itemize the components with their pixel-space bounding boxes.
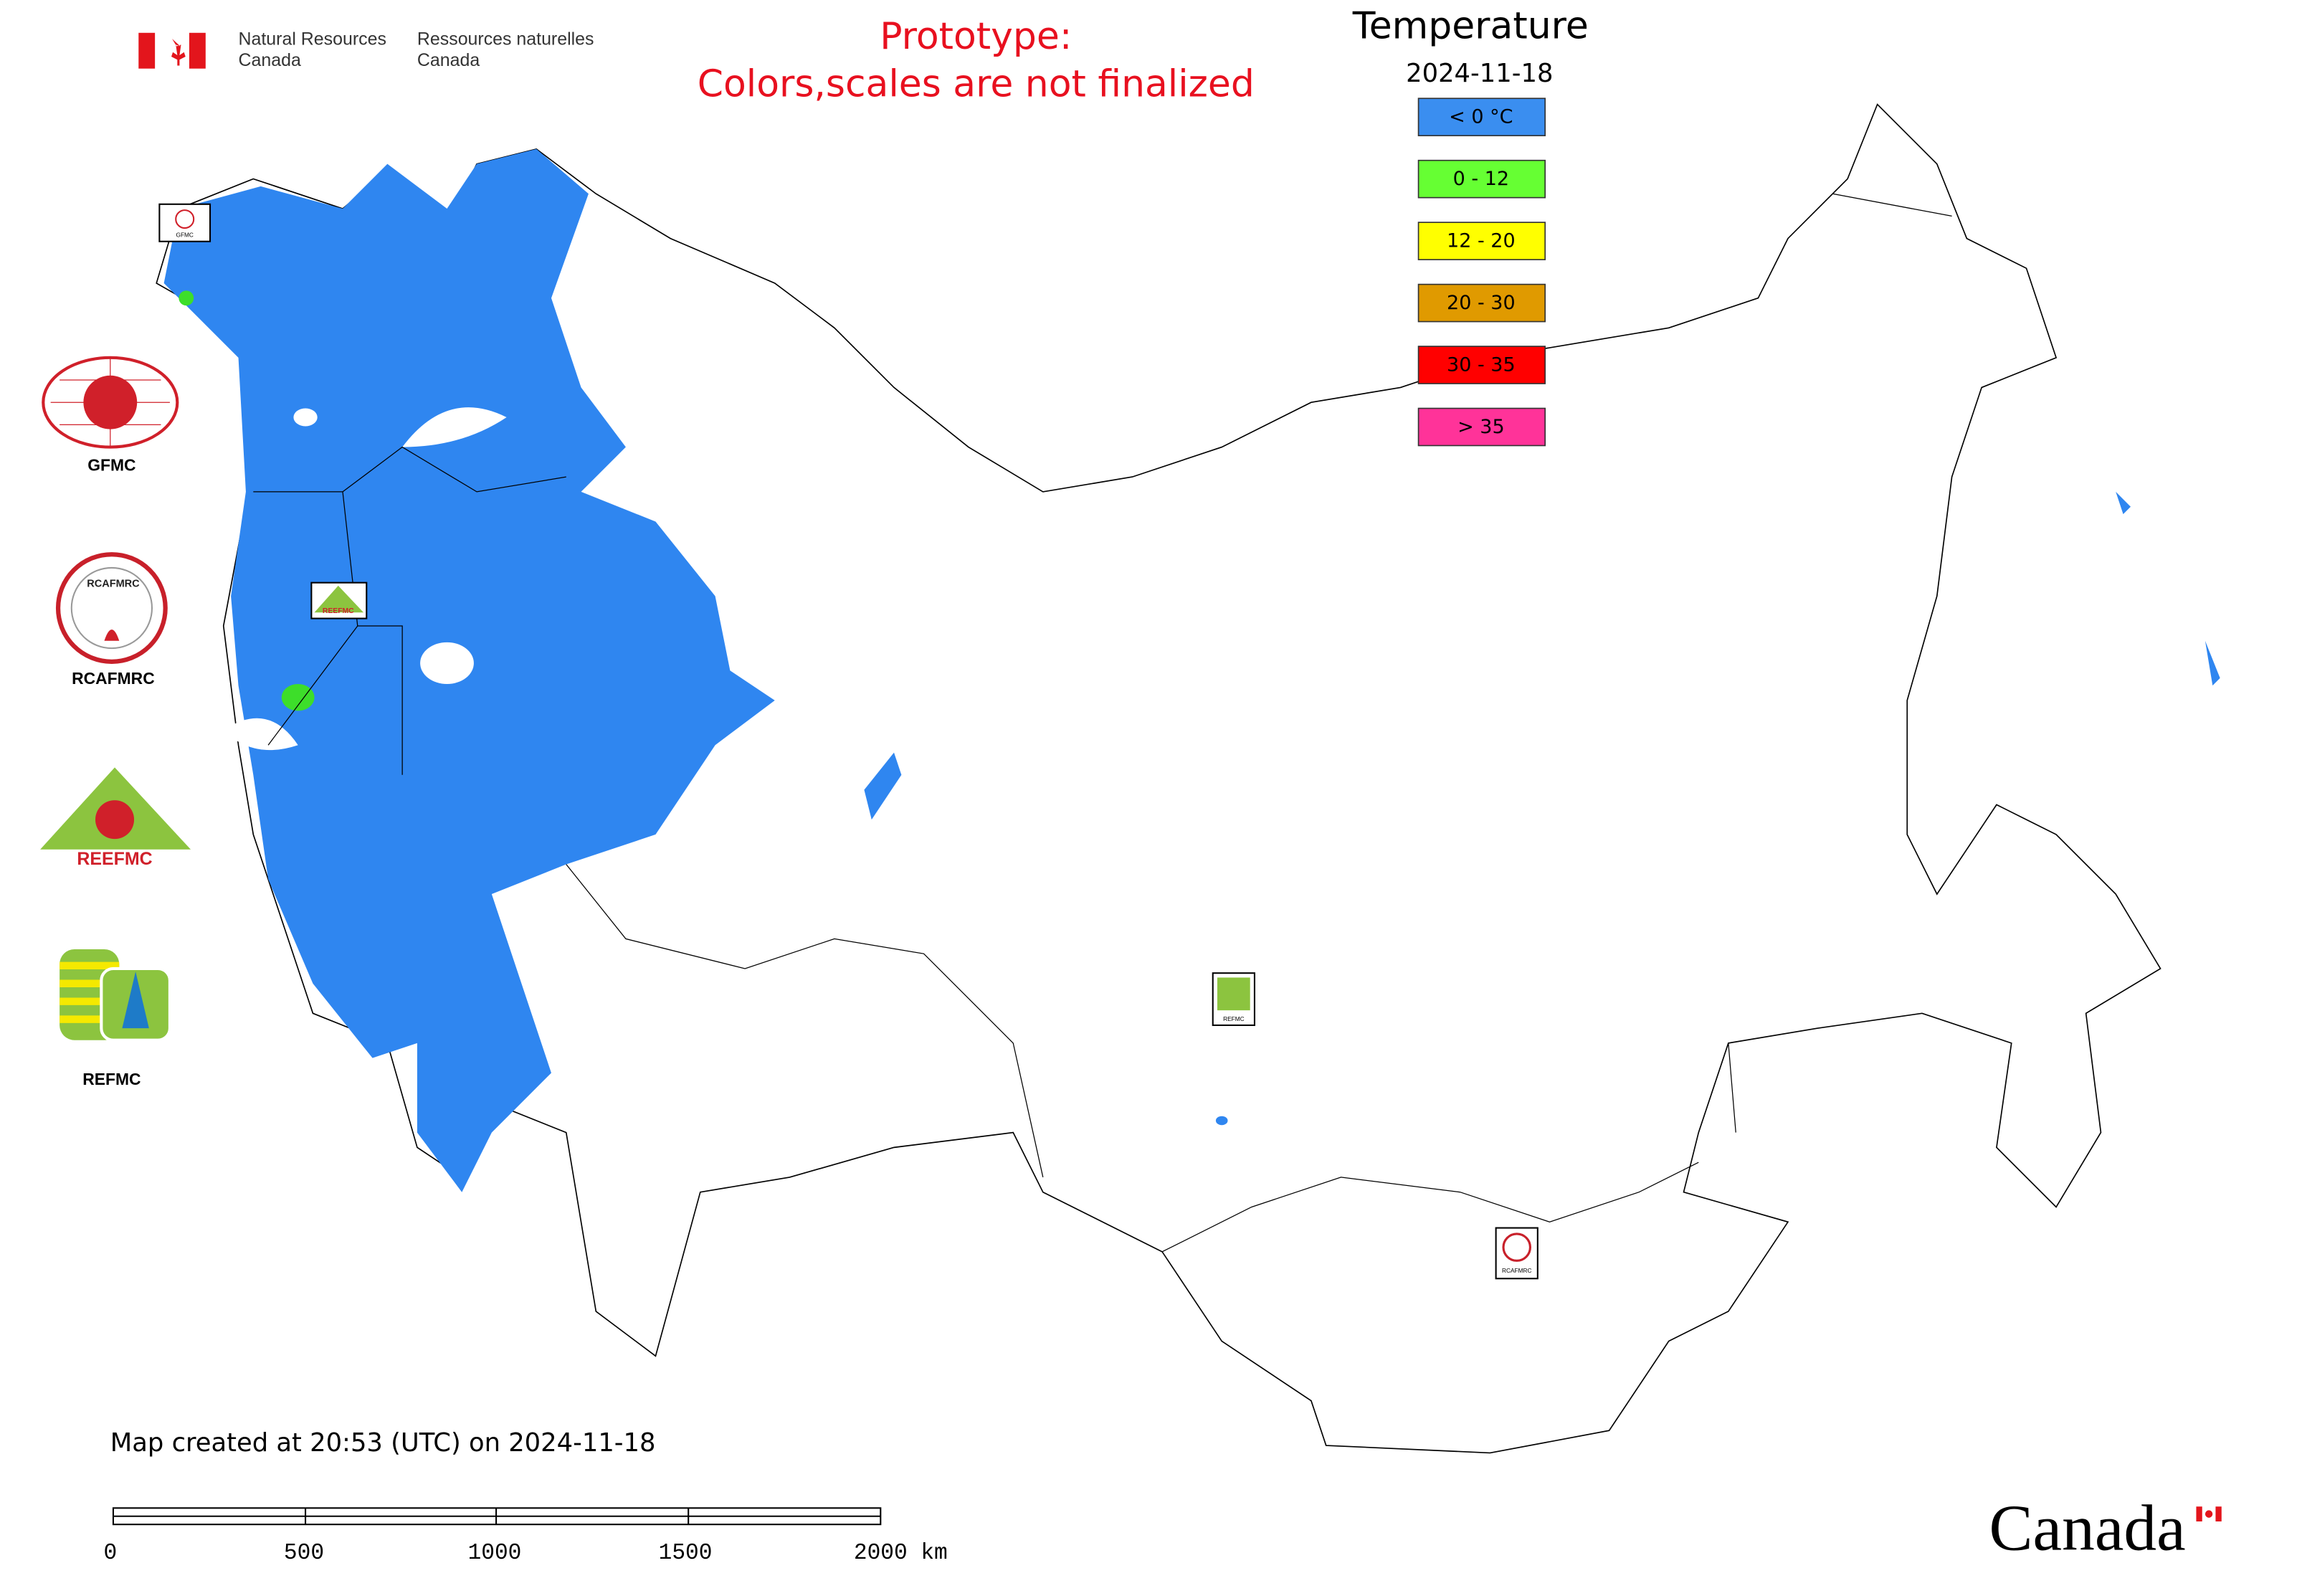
wordmark: Canada <box>1989 1492 2186 1564</box>
land-outline <box>156 103 2161 1454</box>
map-area <box>156 103 2220 1454</box>
svg-text:RCAFMRC: RCAFMRC <box>87 579 140 590</box>
legend-label: 12 - 20 <box>1447 230 1516 252</box>
marker-label: GFMC <box>176 232 193 239</box>
legend-label: 20 - 30 <box>1447 292 1516 314</box>
legend-swatch <box>1417 407 1546 447</box>
legend-title: Temperature <box>1352 5 1589 48</box>
marker-refmc: REFMC <box>1212 972 1255 1026</box>
legend-label: 0 - 12 <box>1453 168 1509 190</box>
logo-rcafmrc: RCAFMRC RCAFMRC <box>55 552 168 688</box>
legend-swatch <box>1417 98 1546 137</box>
marker-gfmc: GFMC <box>158 203 211 242</box>
logo-label: RCAFMRC <box>72 669 155 688</box>
logo-label: GFMC <box>87 456 135 475</box>
scale-label: 500 <box>284 1541 324 1566</box>
legend-label: 30 - 35 <box>1447 354 1516 376</box>
legend-date: 2024-11-18 <box>1406 59 1553 88</box>
legend-swatch <box>1417 346 1546 384</box>
marker-rcafmrc: RCAFMRC <box>1495 1227 1538 1280</box>
marker-label: REEFMC <box>323 607 354 615</box>
marker-label: RCAFMRC <box>1502 1267 1531 1274</box>
agency-fr: Canada <box>417 50 480 70</box>
legend-label: > 35 <box>1457 416 1505 438</box>
marker-label: REFMC <box>1223 1015 1245 1022</box>
legend: Temperature 2024-11-18 < 0 °C 0 - 12 12 - … <box>1352 5 1589 447</box>
logo-label: REFMC <box>82 1070 141 1088</box>
legend-swatch <box>1417 159 1546 199</box>
borders <box>253 193 1952 1253</box>
legend-swatch <box>1417 222 1546 260</box>
logo-reefmc: REEFMC <box>40 767 191 869</box>
notice: Colors,scales are not finalized <box>698 63 1255 106</box>
agency-en: Natural Resources <box>239 29 386 49</box>
logo-label: REEFMC <box>77 849 152 869</box>
scale-label: 2000 km <box>854 1541 948 1566</box>
legend-swatch <box>1417 283 1546 323</box>
notice: Prototype: <box>880 15 1072 58</box>
logo-gfmc: GFMC <box>42 356 179 475</box>
legend-items: < 0 °C 0 - 12 12 - 20 20 - 30 30 - 35 > 35 <box>1417 98 1546 447</box>
agency-fr: Ressources naturelles <box>417 29 594 49</box>
scale-bar: 0 500 1000 1500 2000 km <box>103 1507 948 1566</box>
marker-reefmc: REEFMC <box>310 581 368 619</box>
canada-wordmark: Canada <box>1989 1492 2222 1564</box>
agency-en: Canada <box>239 50 301 70</box>
scale-label: 1500 <box>659 1541 713 1566</box>
logo-refmc: REFMC <box>60 949 172 1088</box>
scale-label: 1000 <box>468 1541 522 1566</box>
created-note: Map created at 20:53 (UTC) on 2024-11-18 <box>110 1428 656 1458</box>
nrcan-signature: Natural Resources Canada Ressources natu… <box>138 29 594 70</box>
scale-label: 0 <box>103 1541 117 1566</box>
legend-label: < 0 °C <box>1449 106 1513 128</box>
